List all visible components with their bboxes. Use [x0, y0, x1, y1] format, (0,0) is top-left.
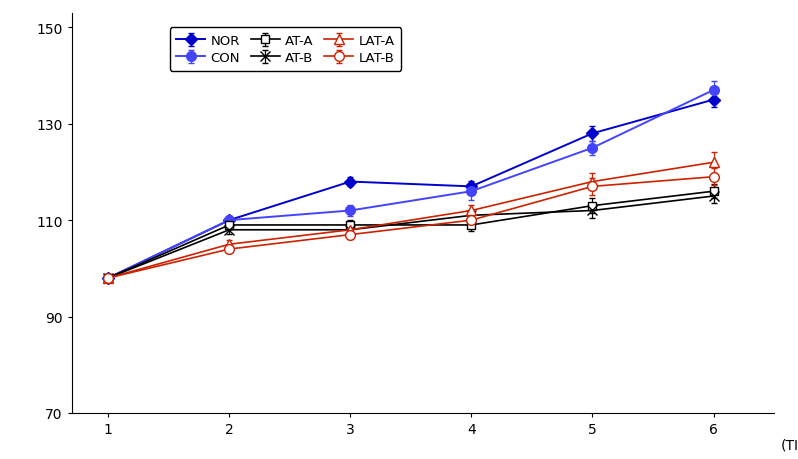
Legend: NOR, CON, AT-A, AT-B, LAT-A, LAT-B: NOR, CON, AT-A, AT-B, LAT-A, LAT-B	[170, 28, 401, 72]
Text: (TIMES): (TIMES)	[781, 438, 798, 452]
